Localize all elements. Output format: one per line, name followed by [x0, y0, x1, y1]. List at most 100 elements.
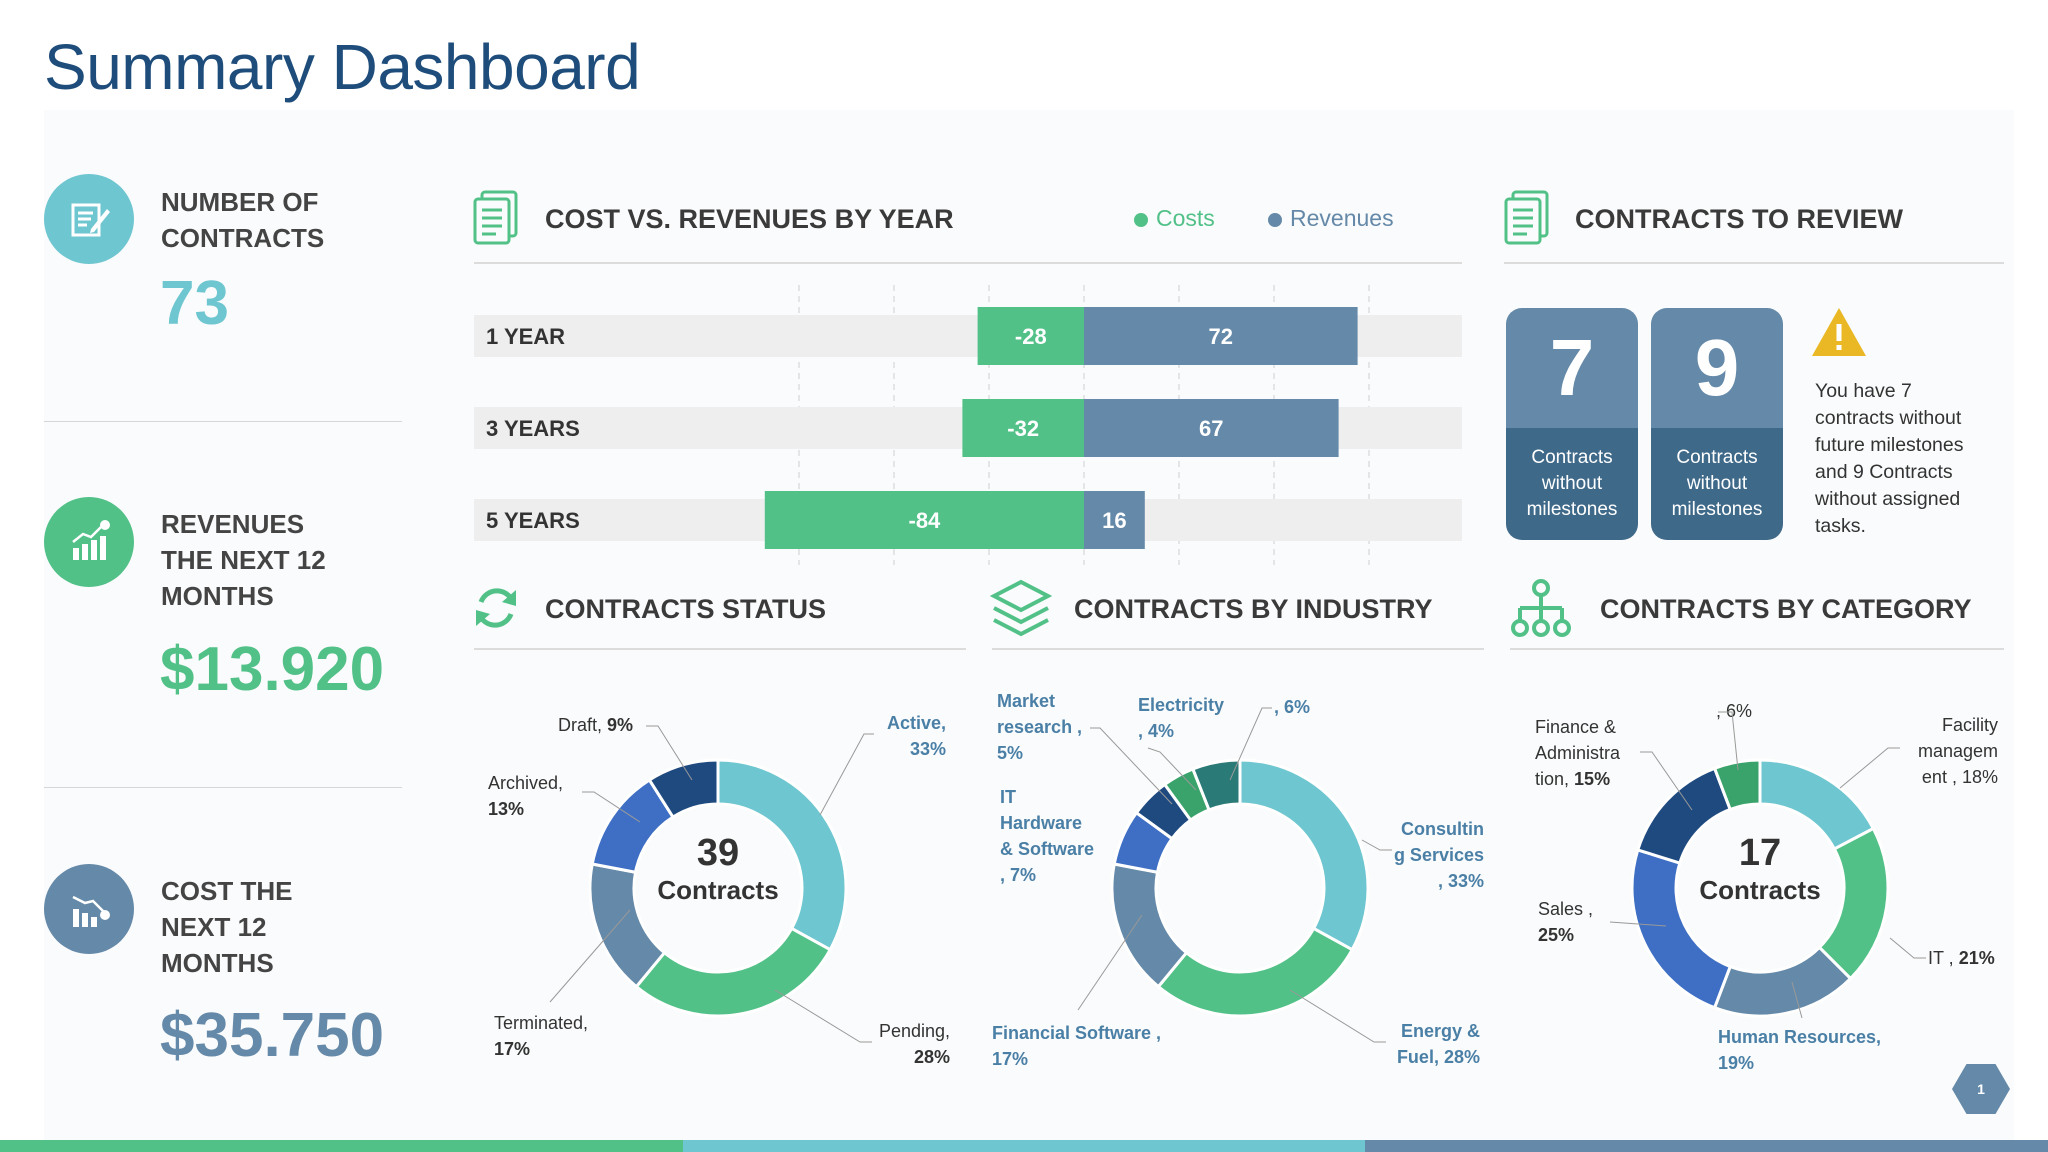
bar-category-label: 3 YEARS: [486, 416, 580, 441]
review-card-number: 9: [1651, 308, 1783, 428]
contracts-to-review-title: CONTRACTS TO REVIEW: [1575, 204, 1904, 234]
bar-cost: [962, 399, 1084, 457]
kpi-contracts-value: 73: [160, 269, 229, 338]
contracts-status-center-value: 39: [696, 832, 740, 874]
contracts-status-leader-lines: [549, 725, 874, 1043]
contracts-by-category-leader-lines: [1609, 711, 1926, 1019]
category-label-it: IT , 21%: [1928, 948, 1995, 968]
bar-cost-value: -28: [1015, 324, 1047, 349]
kpi-contracts-icon-badge: [44, 174, 134, 264]
status-slice: [647, 758, 720, 820]
document-icon: [473, 190, 518, 245]
layers-icon: [990, 579, 1052, 637]
cost-chart-icon: [72, 895, 110, 927]
revenue-chart-icon: [72, 520, 110, 560]
industry-label-financial-software: Financial Software , 17%: [992, 1023, 1162, 1069]
page-title: Summary Dashboard: [44, 31, 641, 103]
kpi-divider: [44, 787, 402, 788]
category-leader-line: [1791, 981, 1803, 1019]
refresh-icon: [476, 588, 516, 628]
contracts-by-industry-title: CONTRACTS BY INDUSTRY: [1074, 594, 1433, 624]
industry-leader-line: [1361, 839, 1392, 851]
contracts-by-industry-leader-lines: [1077, 707, 1392, 1043]
contracts-by-category-center-label: Contracts: [1699, 875, 1821, 905]
footer-strip-teal: [683, 1140, 1365, 1152]
bar-revenue: [1084, 307, 1358, 365]
category-leader-line: [1889, 937, 1926, 959]
cost-vs-revenue-title: COST VS. REVENUES BY YEAR: [545, 204, 954, 234]
industry-slice: [1190, 758, 1242, 812]
contracts-by-category-title: CONTRACTS BY CATEGORY: [1600, 594, 1972, 624]
kpi-revenues-label: REVENUES THE NEXT 12 MONTHS: [161, 509, 326, 611]
industry-leader-line: [1229, 707, 1272, 781]
industry-label-electricity: Electricity , 4%: [1138, 695, 1225, 741]
category-leader-line: [1718, 711, 1739, 771]
contracts-status-title: CONTRACTS STATUS: [545, 594, 826, 624]
bar-cost-value: -84: [909, 508, 942, 533]
status-leader-line: [549, 909, 631, 1003]
contracts-by-category-center-value: 17: [1738, 832, 1782, 874]
review-card-number: 7: [1506, 308, 1638, 428]
industry-label-it-hardware: IT Hardware & Software , 7%: [1000, 787, 1095, 885]
industry-label-energy: Energy & Fuel, 28%: [1396, 1021, 1480, 1067]
kpi-cost-label: COST THE NEXT 12 MONTHS: [161, 876, 293, 978]
category-leader-line: [1839, 747, 1900, 789]
category-label-finance: Finance & Administra tion, 15%: [1535, 717, 1621, 789]
legend-costs-swatch: [1134, 212, 1148, 227]
footer-strip-green: [0, 1140, 683, 1152]
status-leader-line: [646, 725, 693, 781]
industry-leader-line: [1090, 727, 1173, 805]
industry-label-unnamed: , 6%: [1274, 697, 1311, 717]
kpi-divider: [44, 421, 402, 422]
industry-slice: [1238, 758, 1370, 952]
contracts-status-center: 39 Contracts: [638, 832, 798, 906]
contracts-status-divider: [474, 648, 966, 650]
kpi-revenues-value: $13.920: [160, 635, 385, 704]
contracts-by-industry-donut: [1110, 758, 1370, 1018]
industry-leader-line: [1077, 914, 1143, 1011]
bar-cost: [764, 491, 1084, 549]
contracts-by-category-divider: [1510, 648, 2004, 650]
contracts-by-industry-divider: [992, 648, 1484, 650]
legend-revenues: Revenues: [1268, 205, 1394, 232]
org-chart-icon: [1511, 579, 1571, 637]
category-label-unnamed: , 6%: [1716, 701, 1753, 721]
review-card-caption: Contracts without milestones: [1651, 428, 1783, 540]
contract-edit-icon: [71, 203, 110, 237]
cost-vs-revenue-divider: [474, 262, 1462, 264]
category-leader-line: [1640, 751, 1693, 811]
status-label-pending: Pending, 28%: [878, 1021, 950, 1067]
review-card-caption: Contracts without milestones: [1506, 428, 1638, 540]
bar-revenue: [1084, 491, 1145, 549]
industry-label-market-research: Market research , 5%: [997, 691, 1083, 763]
footer-strip-steel: [1365, 1140, 2048, 1152]
warning-icon: [1812, 308, 1866, 356]
category-slice: [1712, 758, 1762, 812]
bar-category-label: 5 YEARS: [486, 508, 580, 533]
status-leader-line: [774, 989, 872, 1043]
review-card-no-milestones[interactable]: 7 Contracts without milestones: [1506, 308, 1638, 540]
industry-leader-line: [1147, 747, 1197, 791]
kpi-cost-value: $35.750: [160, 1001, 385, 1070]
status-label-terminated: Terminated, 17%: [494, 1013, 589, 1059]
legend-costs: Costs: [1134, 205, 1215, 232]
bar-category-label: 1 YEAR: [486, 324, 565, 349]
status-label-draft: Draft, 9%: [558, 715, 634, 735]
status-leader-line: [582, 791, 641, 823]
status-slice: [716, 758, 848, 952]
industry-label-consulting: Consultin g Services , 33%: [1393, 819, 1484, 891]
contracts-status-center-label: Contracts: [657, 875, 779, 905]
bar-cost-value: -32: [1007, 416, 1039, 441]
status-leader-line: [819, 733, 874, 816]
bar-revenue-value: 67: [1199, 416, 1223, 441]
kpi-contracts-label: NUMBER OF CONTRACTS: [161, 187, 325, 253]
bar-revenue-value: 16: [1102, 508, 1126, 533]
category-label-facility: Facility managem ent , 18%: [1917, 715, 1998, 787]
industry-leader-line: [1289, 989, 1386, 1043]
category-label-hr: Human Resources, 19%: [1718, 1027, 1882, 1073]
status-label-active: Active, 33%: [886, 713, 946, 759]
contracts-by-category-center: 17 Contracts: [1680, 832, 1840, 906]
cost-revenue-bar-chart: 1 YEAR -28 72 3 YEARS -32 67 5 YEARS -84 16: [474, 285, 1462, 565]
review-card-no-tasks[interactable]: 9 Contracts without milestones: [1651, 308, 1783, 540]
category-leader-line: [1609, 921, 1667, 927]
